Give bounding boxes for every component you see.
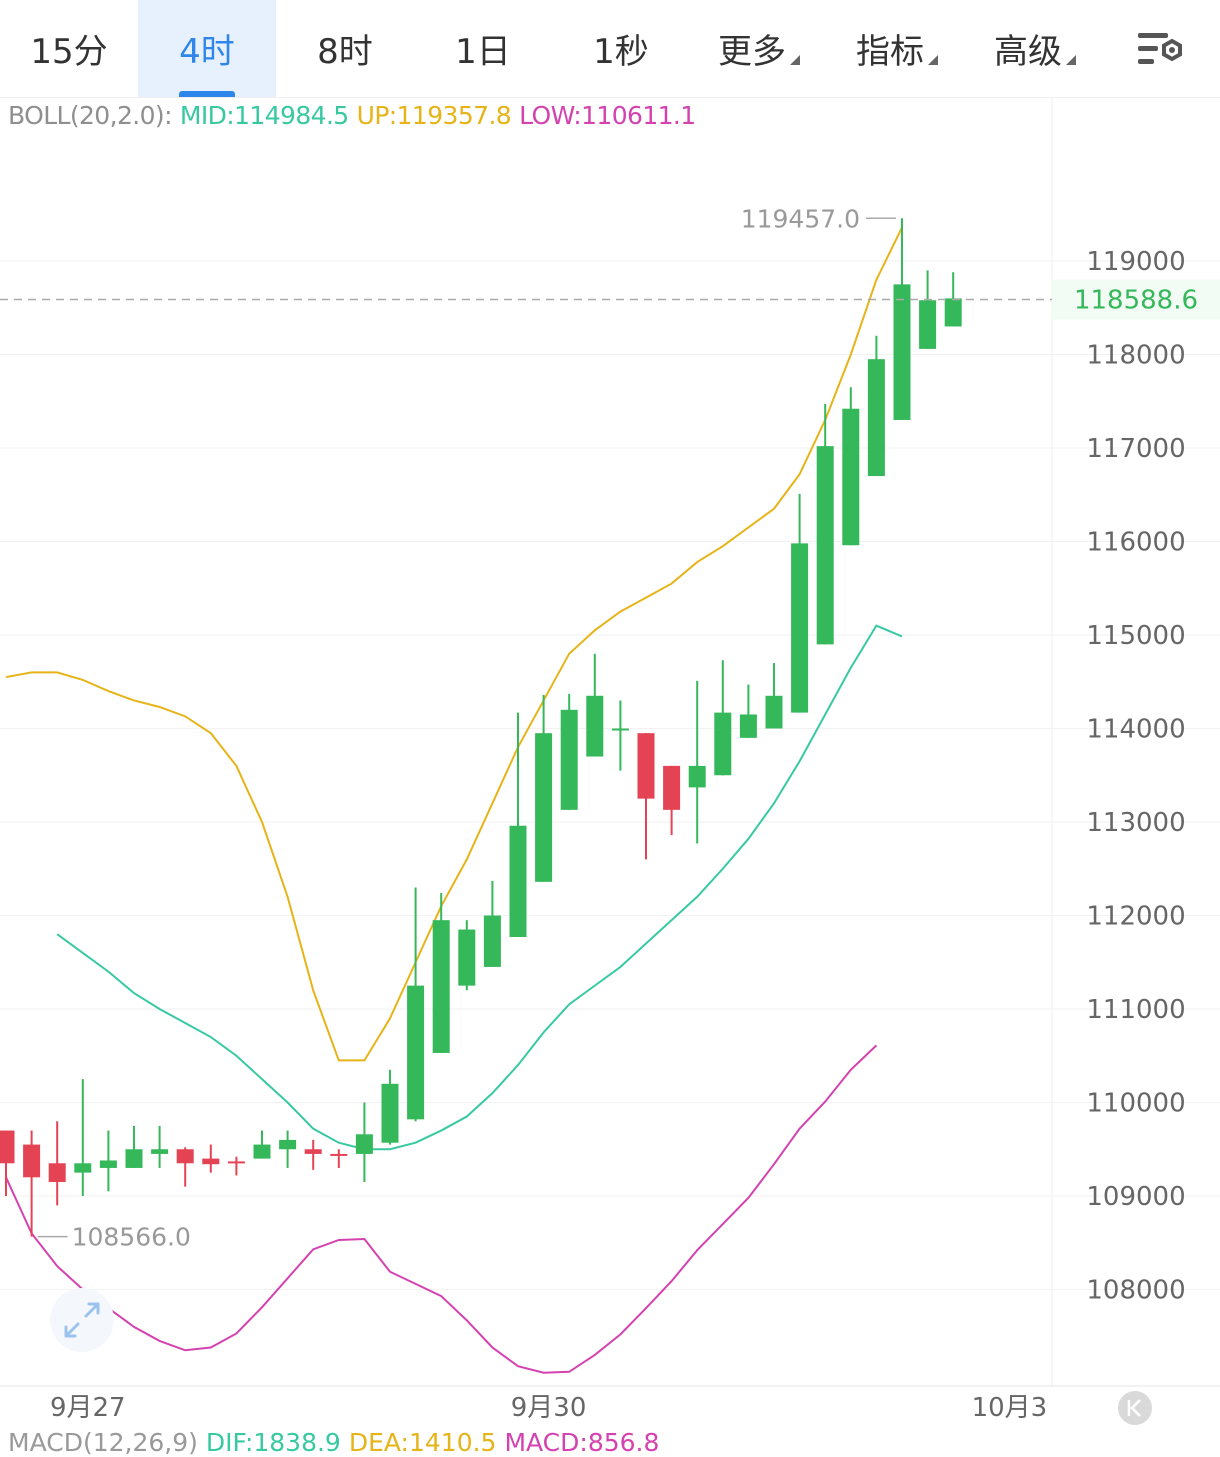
candle-up — [893, 284, 911, 420]
y-tick-label: 109000 — [1086, 1182, 1185, 1212]
macd-dif-value: DIF:1838.9 — [205, 1428, 341, 1457]
candle-up — [509, 825, 527, 938]
boll-up-value: UP:119357.8 — [356, 101, 512, 130]
boll-legend: BOLL(20,2.0): MID:114984.5 UP:119357.8 LOW:… — [8, 101, 704, 130]
current-price-box — [1052, 279, 1220, 320]
y-tick-label: 114000 — [1086, 715, 1185, 745]
boll-mid-line — [56, 624, 903, 1151]
chart-settings-button[interactable] — [1104, 0, 1220, 97]
y-tick-label: 113000 — [1086, 808, 1185, 838]
y-tick-label: 115000 — [1086, 621, 1185, 651]
scroll-button-bg — [1118, 1391, 1152, 1425]
y-tick-label: 112000 — [1086, 902, 1185, 932]
boll-low-value: LOW:110611.1 — [519, 101, 696, 130]
x-tick-label: 9月27 — [50, 1393, 126, 1423]
tab-label: 指标 — [856, 32, 924, 72]
candle-up — [355, 1134, 373, 1154]
expand-button-bg — [50, 1288, 114, 1352]
boll-upper-line — [5, 227, 903, 1062]
candle-up — [944, 298, 962, 327]
candle-down — [23, 1144, 41, 1178]
tab-4[interactable]: 1秒 — [552, 0, 690, 97]
dropdown-caret-icon — [790, 54, 800, 65]
expand-icon — [64, 1302, 100, 1338]
tab-label: 更多 — [718, 32, 786, 72]
y-tick-label: 118000 — [1086, 341, 1185, 371]
tab-1[interactable]: 4时 — [138, 0, 276, 97]
candle-down — [202, 1158, 220, 1165]
candle-up — [739, 714, 757, 738]
y-tick-label: 111000 — [1086, 995, 1185, 1025]
candle-up — [919, 300, 937, 349]
candle-up — [279, 1139, 297, 1150]
dropdown-caret-icon — [928, 54, 938, 65]
candle-up — [99, 1160, 117, 1168]
candle-up — [791, 543, 809, 713]
tab-7[interactable]: 高级 — [966, 0, 1104, 97]
candle-up — [611, 728, 629, 731]
tab-label: 1日 — [455, 32, 511, 72]
tab-0[interactable]: 15分 — [0, 0, 138, 97]
candle-down — [637, 733, 655, 799]
y-tick-label: 117000 — [1086, 434, 1185, 464]
boll-name: BOLL(20,2.0): — [8, 101, 173, 130]
candle-down — [176, 1149, 194, 1164]
y-tick-label: 108000 — [1086, 1276, 1185, 1306]
y-tick-label: 116000 — [1086, 528, 1185, 558]
tab-6[interactable]: 指标 — [828, 0, 966, 97]
candle-up — [151, 1149, 169, 1154]
macd-value: MACD:856.8 — [504, 1428, 660, 1457]
tab-label: 4时 — [179, 32, 235, 72]
candle-up — [407, 985, 425, 1120]
tab-2[interactable]: 8时 — [276, 0, 414, 97]
chart-settings-gear-icon — [1138, 32, 1182, 64]
candle-up — [253, 1144, 271, 1159]
x-tick-label: 9月30 — [511, 1393, 587, 1423]
tab-label: 8时 — [317, 32, 373, 72]
timeframe-tabs: 15分 4时 8时 1日 1秒 更多 指标 高级 — [0, 0, 1220, 98]
tab-label: 1秒 — [593, 32, 649, 72]
candle-up — [688, 765, 706, 788]
boll-lower-line — [5, 1044, 878, 1374]
candle-up — [483, 915, 501, 967]
candle-down — [48, 1163, 66, 1182]
high-price-label: 119457.0 — [741, 204, 860, 233]
candle-up — [560, 709, 578, 810]
candle-down — [0, 1130, 15, 1164]
dropdown-caret-icon — [1066, 54, 1076, 65]
tab-label: 15分 — [30, 32, 108, 72]
candle-down — [330, 1153, 348, 1156]
x-tick-label: 10月3 — [972, 1393, 1048, 1423]
macd-legend: MACD(12,26,9) DIF:1838.9 DEA:1410.5 MACD:85… — [8, 1428, 667, 1457]
candle-up — [535, 733, 553, 882]
candle-up — [765, 695, 783, 729]
candle-up — [867, 359, 885, 477]
candle-up — [125, 1149, 143, 1168]
macd-dea-value: DEA:1410.5 — [348, 1428, 497, 1457]
y-tick-label: 110000 — [1086, 1089, 1185, 1119]
candle-down — [663, 765, 681, 810]
macd-name: MACD(12,26,9) — [8, 1428, 198, 1457]
tab-label: 高级 — [994, 32, 1062, 72]
candle-up — [381, 1083, 399, 1143]
skip-to-end-icon — [1127, 1399, 1141, 1417]
y-tick-label: 119000 — [1086, 247, 1185, 277]
candle-up — [432, 920, 450, 1053]
expand-button[interactable] — [50, 1288, 114, 1352]
candle-up — [74, 1163, 92, 1173]
candle-up — [714, 712, 732, 776]
candle-up — [586, 695, 604, 757]
candle-up — [816, 446, 834, 645]
candle-up — [842, 408, 860, 546]
boll-mid-value: MID:114984.5 — [179, 101, 349, 130]
current-price-label: 118588.6 — [1074, 285, 1198, 315]
candle-up — [458, 929, 476, 986]
scroll-to-latest-button[interactable] — [1118, 1391, 1152, 1425]
candle-down — [304, 1149, 322, 1154]
tab-3[interactable]: 1日 — [414, 0, 552, 97]
candle-down — [227, 1161, 245, 1164]
low-price-label: 108566.0 — [72, 1223, 191, 1252]
tab-5[interactable]: 更多 — [690, 0, 828, 97]
